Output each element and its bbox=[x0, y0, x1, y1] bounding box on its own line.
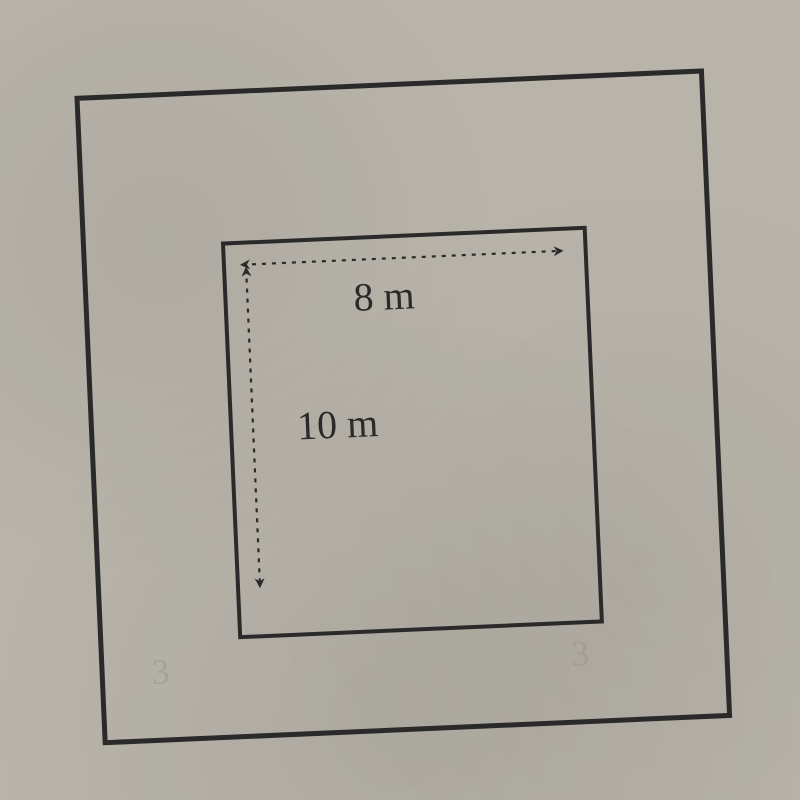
height-label: 10 m bbox=[296, 399, 379, 449]
bleedthrough-text: 3 bbox=[151, 650, 171, 693]
dimension-arrows bbox=[0, 0, 800, 800]
width-label: 8 m bbox=[352, 271, 415, 321]
height-dimension-arrow bbox=[246, 269, 260, 587]
bleedthrough-text: 3 bbox=[570, 632, 590, 675]
geometry-figure: 8 m 10 m 3 3 bbox=[0, 0, 800, 800]
width-dimension-arrow bbox=[242, 251, 562, 265]
